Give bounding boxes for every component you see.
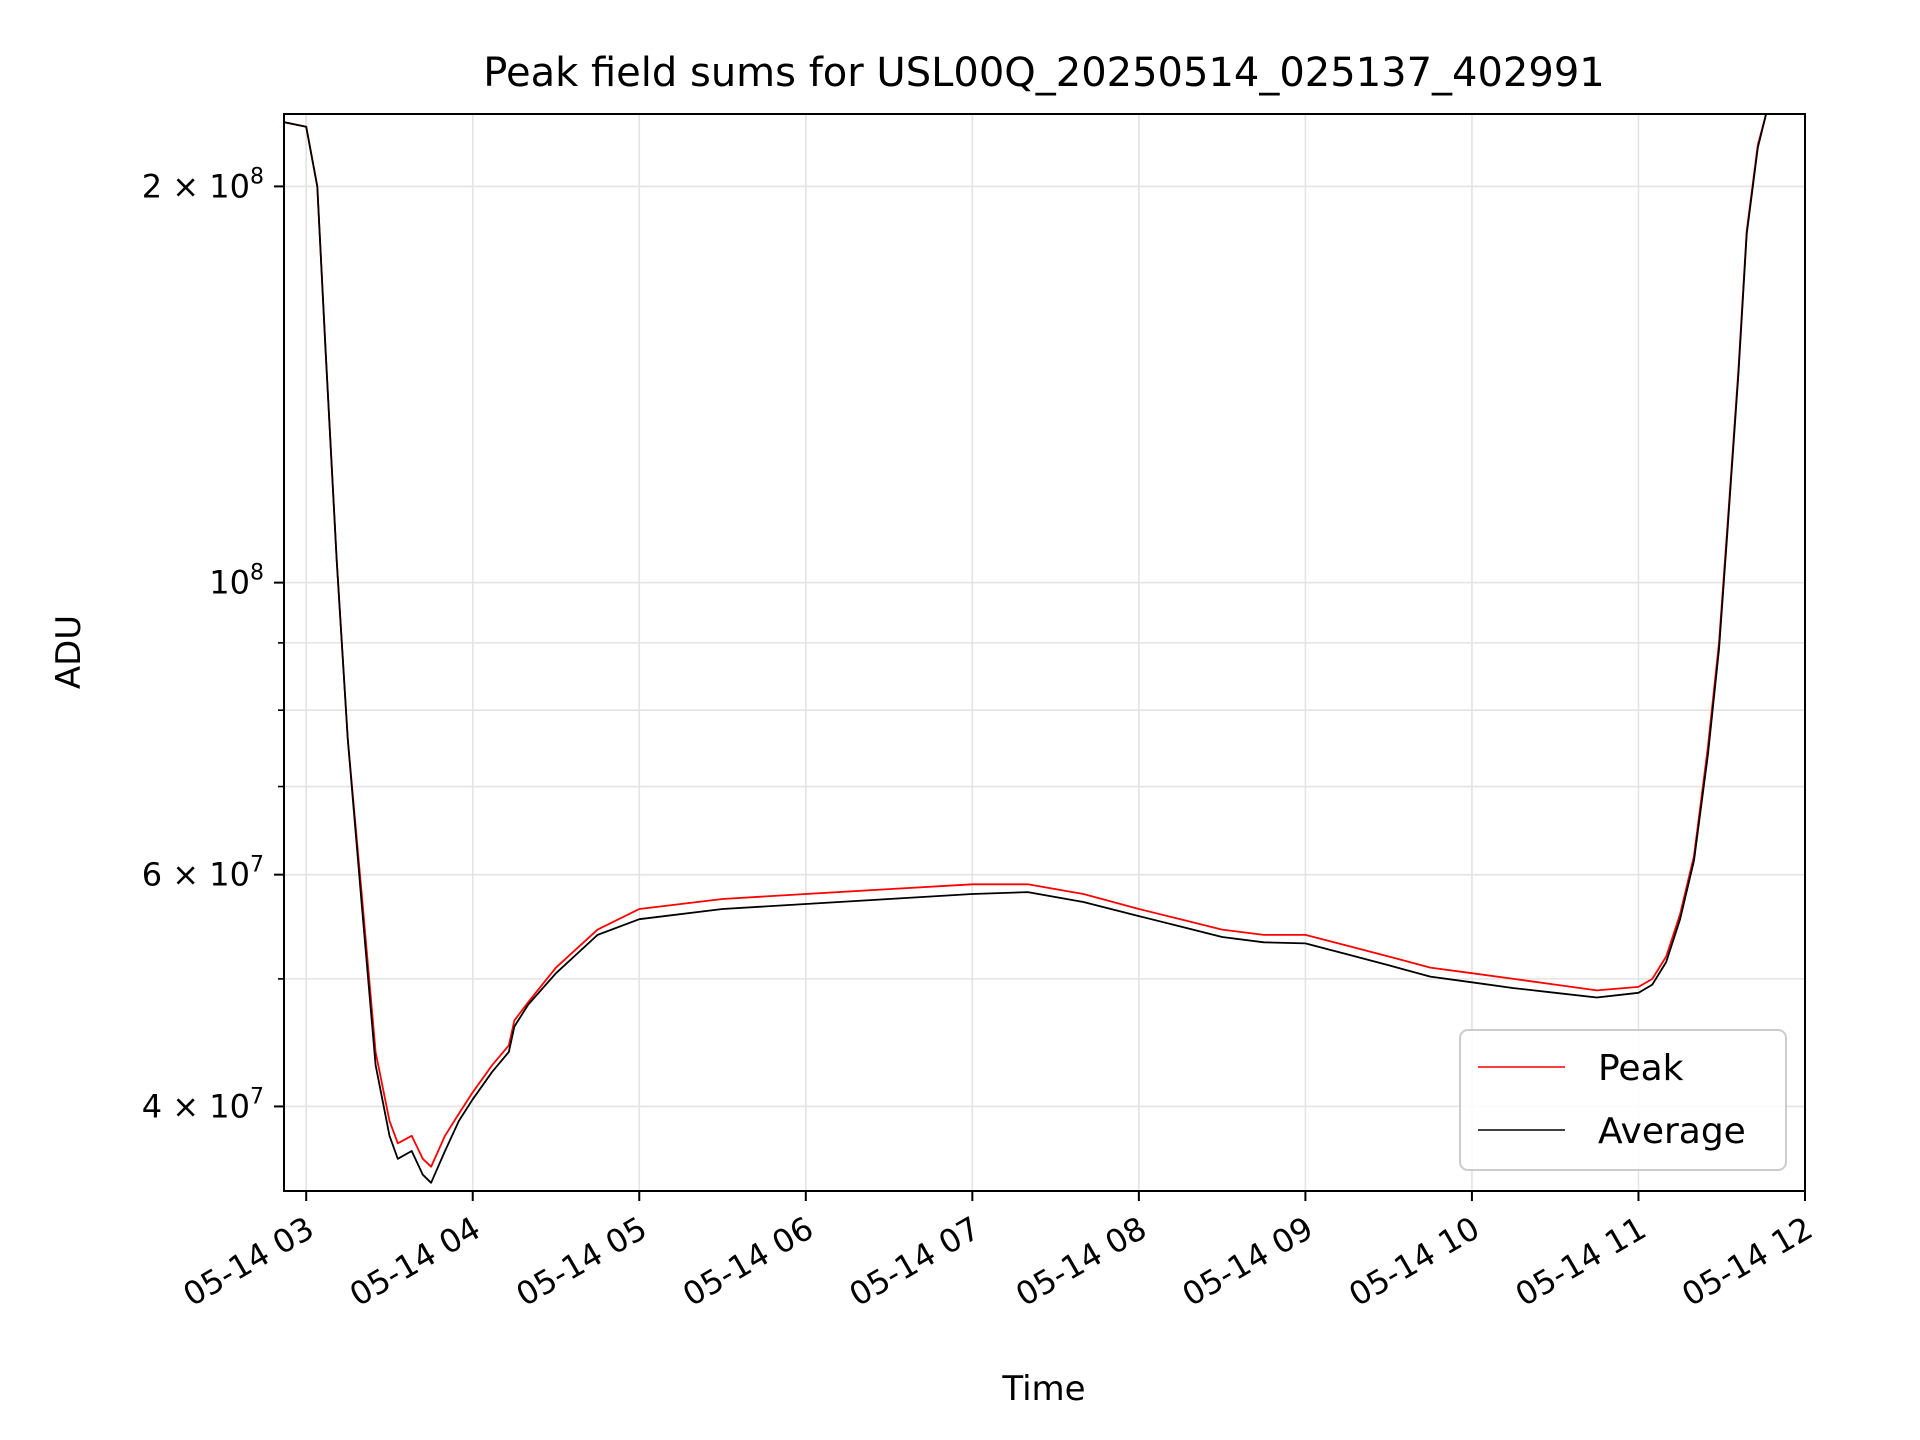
- legend: Peak Average: [1459, 1029, 1787, 1171]
- y-tick-label: 6 × 107: [142, 853, 264, 894]
- legend-label-average: Average: [1598, 1111, 1746, 1152]
- legend-box: [1459, 1029, 1787, 1171]
- x-axis-label: Time: [1001, 1369, 1085, 1409]
- y-tick-label: 4 × 107: [142, 1084, 264, 1125]
- y-tick-label: 2 × 108: [142, 164, 264, 205]
- y-tick-label: 108: [209, 561, 264, 602]
- series-line-peak: [284, 114, 1767, 1168]
- plot-frame: [283, 113, 1806, 1192]
- series-layer: [284, 114, 1767, 1184]
- y-axis-label: ADU: [49, 615, 89, 689]
- chart-title: Peak field sums for USL00Q_20250514_0251…: [483, 50, 1604, 96]
- series-line-average: [284, 114, 1767, 1184]
- legend-label-peak: Peak: [1598, 1048, 1684, 1089]
